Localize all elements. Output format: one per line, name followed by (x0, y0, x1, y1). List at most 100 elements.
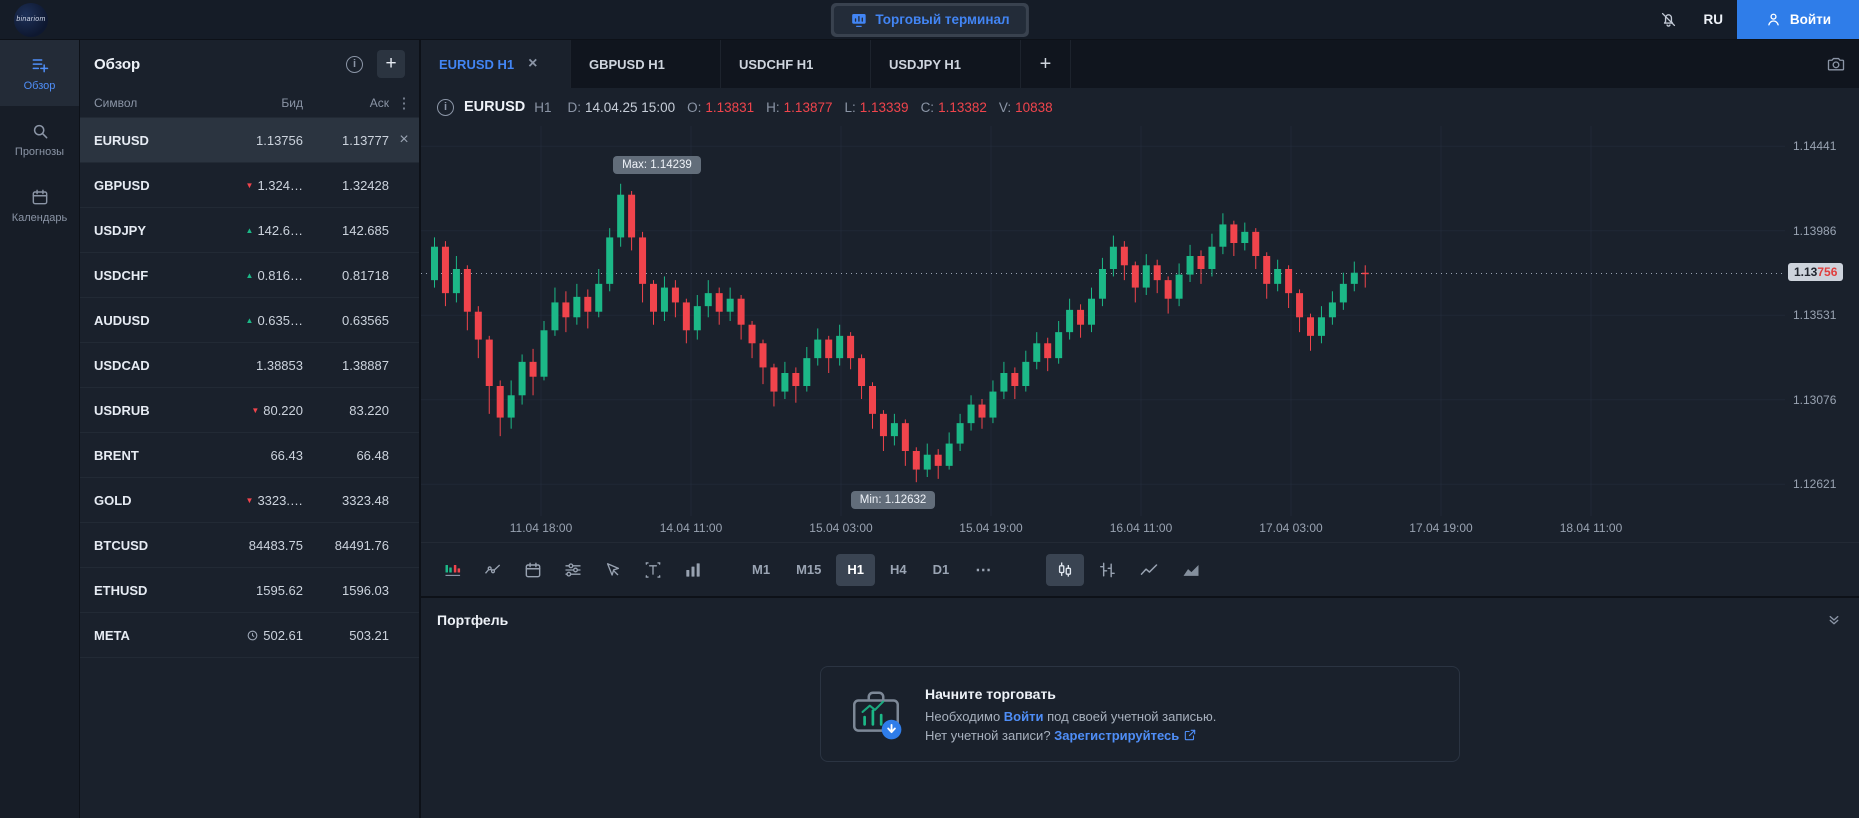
ohlc-field-value: 1.13877 (783, 99, 833, 115)
logo[interactable]: binariom (14, 2, 48, 37)
price-axis[interactable]: 1.13756 1.14441 1.13986 1.13531 1.13076 1.12… (1785, 126, 1859, 516)
sidebar-item-forecasts[interactable]: Прогнозы (0, 106, 79, 172)
display-tool-button[interactable] (435, 554, 471, 586)
current-price-prefix: 1.13 (1794, 265, 1818, 280)
terminal-icon (849, 11, 867, 29)
tool-group (435, 554, 711, 586)
ohlc-field: V: 10838 (999, 100, 1053, 115)
watchlist-row[interactable]: USDJPY ▲ 142.6… 142.685 (80, 208, 419, 253)
sidebar-item-overview[interactable]: Обзор (0, 40, 79, 106)
screenshot-button[interactable] (1813, 40, 1859, 88)
text-tool-button[interactable] (635, 554, 671, 586)
watchlist-row[interactable]: AUDUSD ▲ 0.635… 0.63565 (80, 298, 419, 343)
calendar-tool-button[interactable] (515, 554, 551, 586)
watchlist-row[interactable]: USDRUB ▼ 80.220 83.220 (80, 388, 419, 433)
ask-value: 1596.03 (342, 582, 389, 598)
sidebar-item-calendar[interactable]: Календарь (0, 172, 79, 238)
chart-tab[interactable]: GBPUSD H1 (571, 40, 721, 88)
bid-value: 1595.62 (207, 583, 303, 598)
trading-terminal-button[interactable]: Торговый терминал (833, 5, 1026, 34)
watchlist-row[interactable]: USDCAD 1.38853 1.38887 (80, 343, 419, 388)
watchlist-row[interactable]: BTCUSD 84483.75 84491.76 (80, 523, 419, 568)
ohlc-field-value: 14.04.25 15:00 (585, 99, 676, 115)
bid-number: 0.635… (257, 312, 303, 328)
timeframe-m15-button[interactable]: M15 (785, 554, 832, 586)
ohlc-field: H: 1.13877 (766, 100, 832, 115)
chart-info-icon[interactable]: i (437, 98, 454, 116)
language-button[interactable]: RU (1690, 0, 1738, 39)
price-down-icon: ▼ (245, 495, 254, 505)
ohlc-field-label: L: (844, 99, 856, 115)
register-link[interactable]: Зарегистрируйтесь (1054, 727, 1180, 743)
bid-number: 1.13756 (256, 132, 303, 148)
chart-tab[interactable]: USDCHF H1 (721, 40, 871, 88)
symbol-name: BTCUSD (94, 537, 149, 553)
add-symbol-button[interactable]: + (377, 50, 405, 78)
bid-number: 502.61 (263, 627, 303, 643)
bid-number: 1595.62 (256, 582, 303, 598)
candles-svg (421, 126, 1785, 516)
timeframe-m1-button[interactable]: M1 (741, 554, 781, 586)
volume-tool-button[interactable] (675, 554, 711, 586)
cursor-tool-button[interactable] (595, 554, 631, 586)
ask-value: 1.38887 (342, 357, 389, 373)
timeframe-d1-button[interactable]: D1 (922, 554, 961, 586)
symbol-name: USDRUB (94, 402, 150, 418)
main: Обзор Прогнозы Календарь Обзор i + Символ … (0, 40, 1859, 818)
chart-tab[interactable]: EURUSD H1 × (421, 40, 571, 88)
ohlc-field-label: C: (920, 99, 935, 115)
tabbar-spacer (1071, 40, 1813, 88)
watchlist-row[interactable]: GBPUSD ▼ 1.324… 1.32428 (80, 163, 419, 208)
time-tick: 14.04 11:00 (659, 521, 723, 535)
notifications-mute-button[interactable] (1648, 0, 1690, 39)
login-link[interactable]: Войти (1003, 708, 1044, 724)
bid-number: 1.324… (257, 177, 303, 193)
bid-number: 66.43 (270, 447, 303, 463)
sidebar-item-label: Прогнозы (14, 145, 65, 158)
chart-symbol: EURUSD (464, 99, 526, 115)
ohlc-field: D: 14.04.25 15:00 (568, 100, 676, 115)
chart-type-area-button[interactable] (1172, 554, 1210, 586)
more-timeframes-button[interactable]: ⋯ (964, 554, 1002, 586)
time-axis[interactable]: 11.04 18:00 14.04 11:00 15.04 03:00 15.04 1… (421, 516, 1785, 542)
briefcase-chart-icon (847, 685, 905, 743)
chart-type-group (1046, 553, 1210, 586)
start-trading-card: Начните торговать Необходимо Войти под с… (820, 666, 1460, 762)
watchlist-title: Обзор (94, 55, 141, 73)
watchlist-row[interactable]: GOLD ▼ 3323.… 3323.48 (80, 478, 419, 523)
collapse-portfolio-button[interactable] (1825, 611, 1843, 629)
info-icon[interactable]: i (346, 55, 363, 73)
chart-type-line-button[interactable] (1130, 554, 1168, 586)
time-tick: 18.04 11:00 (1559, 521, 1623, 535)
watchlist-row[interactable]: USDCHF ▲ 0.816… 0.81718 (80, 253, 419, 298)
indicators-tool-button[interactable] (475, 554, 511, 586)
bid-number: 3323.… (257, 492, 303, 508)
bid-value: 66.43 (207, 448, 303, 463)
bid-number: 0.816… (257, 267, 303, 283)
ohlc-field: L: 1.13339 (844, 100, 908, 115)
timeframe-h1-button[interactable]: H1 (836, 553, 875, 586)
watchlist-row[interactable]: EURUSD 1.13756 1.13777 × (80, 118, 419, 163)
settings-tool-button[interactable] (555, 554, 591, 586)
price-tick: 1.13986 (1793, 223, 1837, 238)
ohlc-field-value: 1.13831 (705, 99, 755, 115)
watchlist-row[interactable]: BRENT 66.43 66.48 (80, 433, 419, 478)
timeframe-h4-button[interactable]: H4 (879, 554, 918, 586)
watchlist-row[interactable]: ETHUSD 1595.62 1596.03 (80, 568, 419, 613)
watchlist-menu-icon[interactable]: ⋮ (396, 94, 412, 112)
close-tab-icon[interactable]: × (528, 55, 538, 72)
chart-type-bars-button[interactable] (1088, 554, 1126, 586)
new-tab-button[interactable]: + (1021, 40, 1071, 88)
external-link-icon (1183, 728, 1197, 742)
remove-symbol-button[interactable]: × (399, 131, 409, 148)
login-button[interactable]: Войти (1737, 0, 1859, 39)
price-tick: 1.12621 (1793, 477, 1837, 492)
bid-number: 1.38853 (256, 357, 303, 373)
bid-value: ▼ 3323.… (207, 493, 303, 508)
chart-tab[interactable]: USDJPY H1 (871, 40, 1021, 88)
watchlist-row[interactable]: META 502.61 503.21 (80, 613, 419, 658)
time-tick: 15.04 03:00 (809, 521, 873, 535)
symbol-name: AUDUSD (94, 312, 150, 328)
candlestick-chart[interactable]: Max: 1.14239 Min: 1.12632 (421, 126, 1785, 516)
chart-type-candles-button[interactable] (1046, 553, 1085, 586)
